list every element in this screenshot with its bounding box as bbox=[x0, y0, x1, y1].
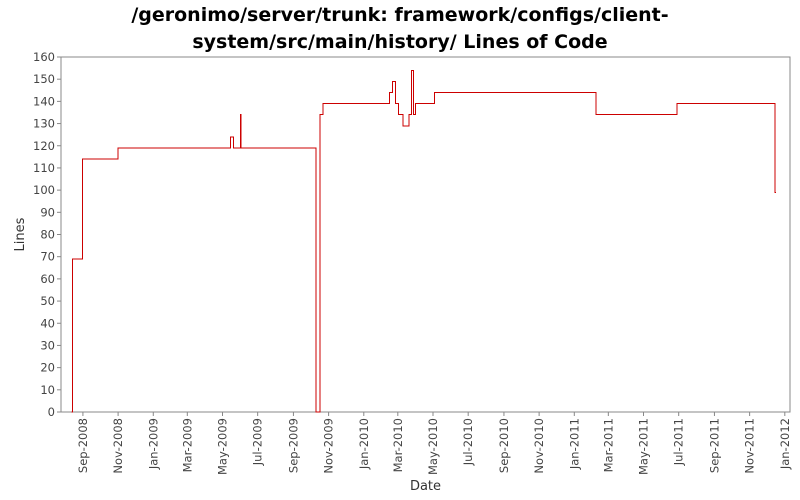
chart-title: /geronimo/server/trunk: framework/config… bbox=[0, 2, 800, 56]
x-tick-label: Nov-2008 bbox=[111, 418, 125, 474]
chart-title-line-1: /geronimo/server/trunk: framework/config… bbox=[131, 4, 669, 26]
chart-title-line-2: system/src/main/history/ Lines of Code bbox=[192, 31, 608, 53]
x-tick-label: Jul-2009 bbox=[251, 418, 265, 466]
x-tick-label: Jan-2010 bbox=[357, 418, 371, 470]
plot-area bbox=[60, 56, 791, 413]
x-tick-label: Jul-2011 bbox=[672, 418, 686, 466]
y-tick-label: 160 bbox=[33, 50, 55, 64]
y-tick-label: 130 bbox=[33, 117, 55, 131]
x-tick-label: Mar-2011 bbox=[601, 418, 615, 472]
y-tick-label: 0 bbox=[48, 405, 55, 419]
x-tick-label: Sep-2010 bbox=[497, 418, 511, 473]
x-tick-label: Jan-2009 bbox=[146, 418, 160, 470]
y-tick-label: 60 bbox=[40, 272, 55, 286]
x-tick-label: May-2011 bbox=[637, 418, 651, 475]
y-tick-label: 90 bbox=[40, 205, 55, 219]
x-tick-label: May-2010 bbox=[426, 418, 440, 475]
x-tick-label: Jan-2011 bbox=[567, 418, 581, 470]
y-axis-title: Lines bbox=[13, 217, 28, 251]
x-tick-label: May-2009 bbox=[215, 418, 229, 475]
x-tick-label: Nov-2010 bbox=[532, 418, 546, 474]
y-tick-label: 40 bbox=[40, 316, 55, 330]
x-axis-title: Date bbox=[410, 479, 441, 494]
y-tick-label: 100 bbox=[33, 183, 55, 197]
y-tick-label: 110 bbox=[33, 161, 55, 175]
x-tick-label: Nov-2011 bbox=[743, 418, 757, 474]
x-tick-label: Mar-2009 bbox=[180, 418, 194, 472]
x-tick-label: Jul-2010 bbox=[461, 418, 475, 466]
x-tick-label: Jan-2012 bbox=[778, 418, 792, 470]
y-tick-label: 30 bbox=[40, 338, 55, 352]
y-tick-label: 50 bbox=[40, 294, 55, 308]
y-tick-label: 10 bbox=[40, 383, 55, 397]
y-tick-label: 70 bbox=[40, 250, 55, 264]
y-tick-label: 20 bbox=[40, 361, 55, 375]
y-tick-label: 140 bbox=[33, 94, 55, 108]
y-tick-label: 80 bbox=[40, 228, 55, 242]
x-tick-label: Sep-2009 bbox=[286, 418, 300, 473]
y-tick-label: 150 bbox=[33, 72, 55, 86]
y-tick-label: 120 bbox=[33, 139, 55, 153]
x-tick-label: Nov-2009 bbox=[322, 418, 336, 474]
x-tick-label: Sep-2008 bbox=[76, 418, 90, 473]
x-tick-label: Mar-2010 bbox=[391, 418, 405, 472]
x-tick-label: Sep-2011 bbox=[707, 418, 721, 473]
series-line bbox=[71, 69, 777, 413]
